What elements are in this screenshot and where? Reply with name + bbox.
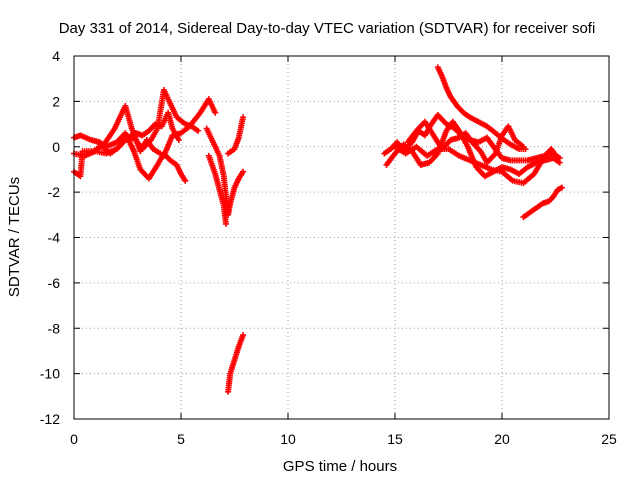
data-point xyxy=(212,109,219,116)
data-point xyxy=(182,177,189,184)
series-trace-7 xyxy=(225,114,247,157)
data-point xyxy=(222,220,229,227)
chart-title: Day 331 of 2014, Sidereal Day-to-day VTE… xyxy=(59,20,596,37)
y-tick-label: -6 xyxy=(48,275,61,291)
y-axis-label: SDTVAR / TECUs xyxy=(6,177,23,297)
data-point xyxy=(175,136,182,143)
y-tick-label: -8 xyxy=(48,320,61,336)
series-trace-13 xyxy=(434,64,529,153)
x-tick-label: 5 xyxy=(177,431,185,447)
data-point xyxy=(554,155,561,162)
y-tick-label: 0 xyxy=(52,139,60,155)
series-trace-8 xyxy=(225,332,247,395)
y-tick-label: 4 xyxy=(52,48,60,64)
series-trace-6 xyxy=(205,152,229,227)
y-tick-label: -10 xyxy=(40,366,60,382)
data-point xyxy=(240,114,247,121)
grid-lines xyxy=(74,56,609,419)
x-tick-label: 20 xyxy=(494,431,510,447)
data-point xyxy=(556,159,563,166)
series-trace-2 xyxy=(71,130,189,184)
x-tick-label: 10 xyxy=(280,431,296,447)
series-trace-14 xyxy=(520,184,565,221)
y-tick-label: -12 xyxy=(40,411,60,427)
series-trace-5 xyxy=(203,125,247,218)
x-tick-label: 15 xyxy=(387,431,403,447)
x-axis-label: GPS time / hours xyxy=(283,458,397,475)
data-point xyxy=(558,184,565,191)
data-point xyxy=(195,127,202,134)
data-point xyxy=(522,146,529,153)
y-tick-label: 2 xyxy=(52,93,60,109)
x-tick-label: 0 xyxy=(70,431,78,447)
series-trace-11 xyxy=(392,143,561,187)
x-tick-label: 25 xyxy=(601,431,617,447)
y-tick-label: -2 xyxy=(48,184,61,200)
series-trace-4 xyxy=(96,109,182,157)
y-tick-label: -4 xyxy=(48,230,61,246)
data-point xyxy=(240,168,247,175)
data-point xyxy=(240,332,247,339)
data-points xyxy=(71,64,565,395)
